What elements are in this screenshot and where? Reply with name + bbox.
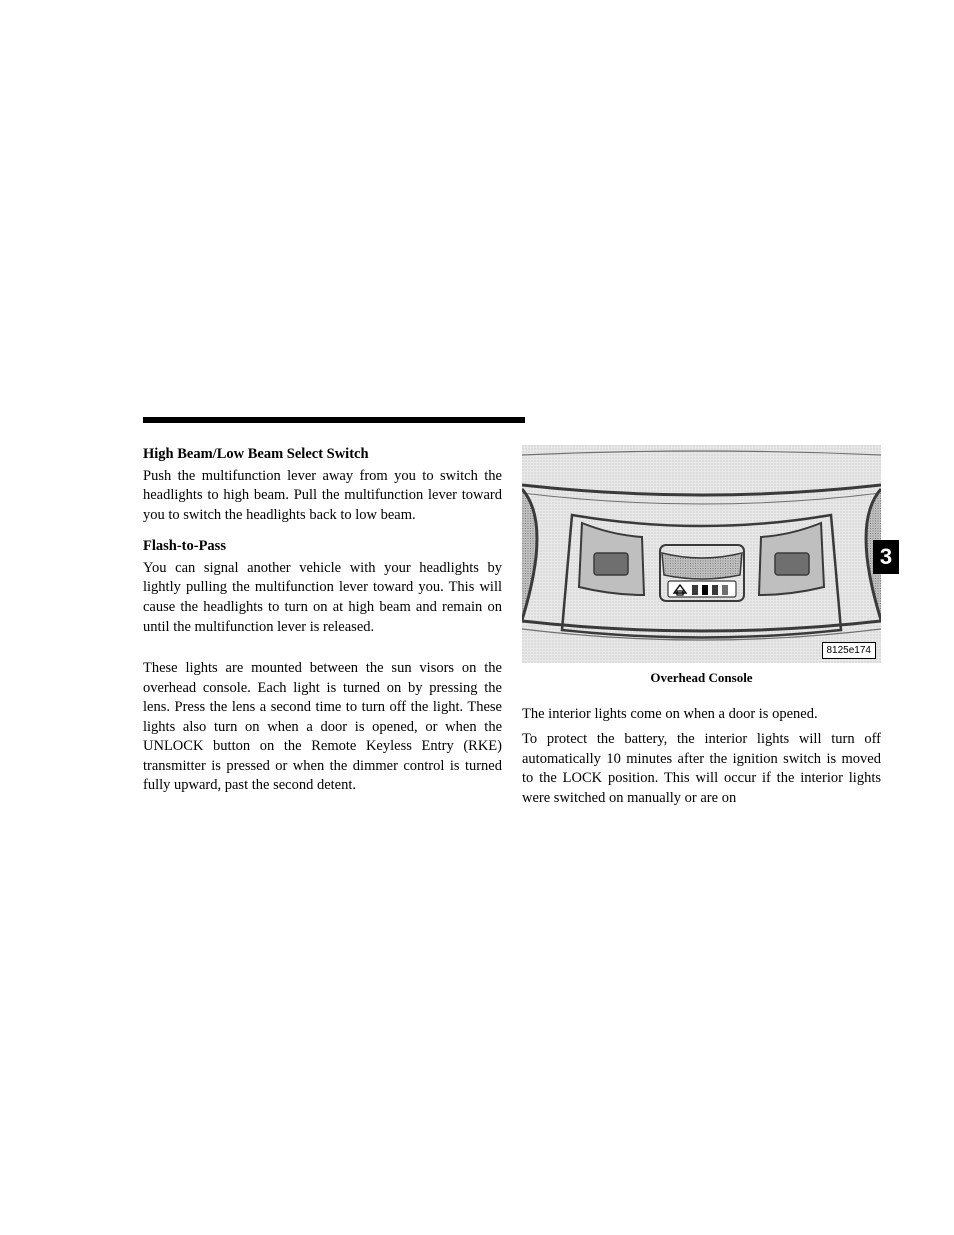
figure-part-number: 8125e174 (822, 642, 877, 660)
para-interior-lights-door: The interior lights come on when a door … (522, 705, 881, 725)
para-overhead-lights: These lights are mounted between the sun… (143, 659, 502, 796)
overhead-console-illustration (522, 445, 881, 663)
left-column: High Beam/Low Beam Select Switch Push th… (143, 445, 502, 820)
figure-caption: Overhead Console (522, 669, 881, 687)
para-battery-protect: To protect the battery, the interior lig… (522, 730, 881, 808)
heading-flash-to-pass: Flash-to-Pass (143, 537, 502, 557)
section-tab-number: 3 (880, 544, 892, 570)
section-tab: 3 (873, 540, 899, 574)
header-rule-bar (143, 417, 525, 423)
para-flash-to-pass: You can signal another vehicle with your… (143, 559, 502, 637)
figure-overhead-console: 8125e174 (522, 445, 881, 663)
two-column-content: High Beam/Low Beam Select Switch Push th… (143, 445, 881, 820)
right-column: 8125e174 Overhead Console The interior l… (522, 445, 881, 820)
heading-high-low-beam: High Beam/Low Beam Select Switch (143, 445, 502, 465)
para-high-low-beam: Push the multifunction lever away from y… (143, 467, 502, 526)
document-page: High Beam/Low Beam Select Switch Push th… (0, 0, 954, 1235)
